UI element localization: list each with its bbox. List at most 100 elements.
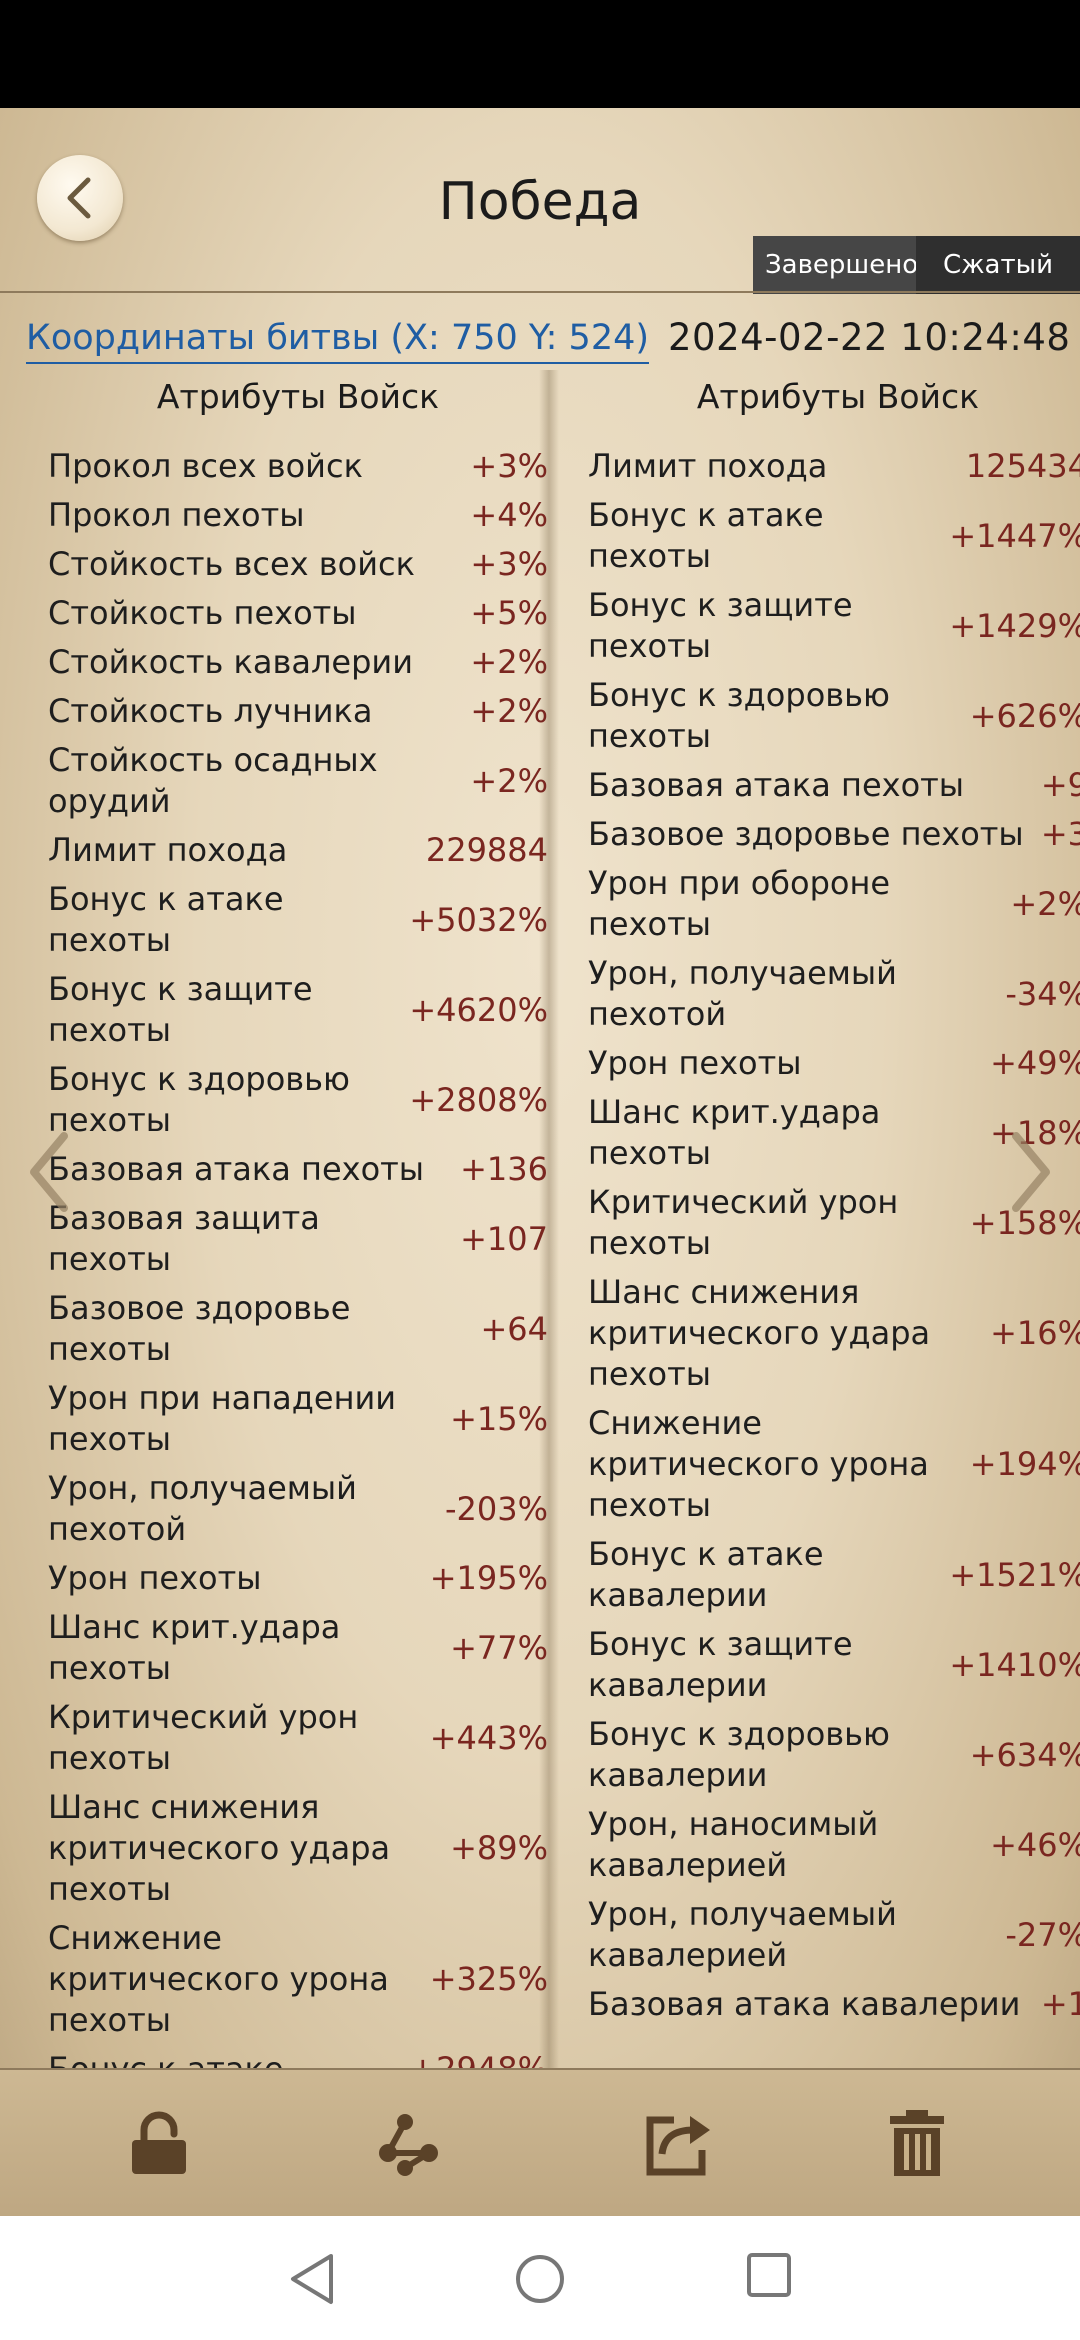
attribute-value: +9 (1040, 766, 1080, 804)
attribute-value: +89% (450, 1829, 548, 1867)
attribute-value: +3% (470, 447, 548, 485)
attribute-label: Стойкость кавалерии (48, 643, 413, 681)
attribute-value: +2808% (409, 1080, 548, 1119)
export-icon[interactable] (644, 2108, 714, 2178)
attribute-label: Урон при нападении пехоты (48, 1379, 397, 1458)
attribute-label: Урон, получаемый кавалерией (588, 1895, 897, 1974)
attribute-value: +1447% (949, 516, 1080, 555)
attribute-label: Урон, наносимый кавалерией (588, 1805, 879, 1884)
attribute-row: Стойкость кавалерии +2% (48, 642, 548, 683)
attribute-label: Базовое здоровье пехоты (48, 1289, 351, 1368)
attribute-value: +2% (470, 692, 548, 730)
back-button[interactable] (37, 155, 123, 241)
attribute-row: Бонус к здоровью кавалерии +634% (588, 1714, 1080, 1796)
attribute-label: Стойкость пехоты (48, 594, 357, 632)
attribute-label: Прокол пехоты (48, 496, 305, 534)
attribute-value: +1521% (949, 1555, 1080, 1594)
system-navigation-bar (0, 2216, 1080, 2340)
lock-icon[interactable] (124, 2108, 194, 2178)
attribute-row: Шанс крит.удара пехоты +18% (588, 1092, 1080, 1174)
arrow-left-icon[interactable] (26, 1130, 72, 1214)
attribute-label: Шанс снижения критического удара пехоты (48, 1788, 391, 1908)
attribute-row: Урон при обороне пехоты +2% (588, 863, 1080, 945)
attribute-value: +15% (450, 1399, 548, 1438)
trash-icon[interactable] (882, 2108, 952, 2178)
tab-completed[interactable]: Завершено (753, 236, 918, 294)
attribute-value: +325% (429, 1960, 548, 1998)
defender-attributes-column: Атрибуты Войск Лимит похода 125434 Бонус к… (588, 370, 1080, 2170)
attribute-row: Урон, получаемый пехотой -203% (48, 1468, 548, 1550)
battle-coordinates-link[interactable]: Координаты битвы (X: 750 Y: 524) (26, 316, 650, 364)
attribute-row: Бонус к защите пехоты +4620% (48, 969, 548, 1051)
attribute-value: +46% (990, 1825, 1080, 1864)
status-bar (0, 0, 1080, 108)
attribute-label: Бонус к атаке кавалерии (588, 1535, 824, 1614)
attribute-value: +107 (460, 1219, 548, 1258)
attribute-label: Шанс снижения критического удара пехоты (588, 1273, 931, 1393)
attribute-value: +194% (969, 1445, 1080, 1483)
attribute-row: Базовая атака пехоты +136 (48, 1149, 548, 1190)
column-divider (539, 370, 559, 2170)
attribute-row: Базовая атака кавалерии +1 (588, 1984, 1080, 2025)
attribute-label: Базовая атака пехоты (48, 1150, 425, 1188)
attribute-value: +5032% (409, 900, 548, 939)
attribute-label: Лимит похода (588, 447, 828, 485)
attribute-row: Прокол пехоты +4% (48, 495, 548, 536)
attribute-row: Критический урон пехоты +158% (588, 1182, 1080, 1264)
attribute-value: +2% (470, 761, 548, 800)
attribute-value: -203% (444, 1489, 548, 1528)
attribute-row: Стойкость всех войск +3% (48, 544, 548, 585)
attribute-label: Базовая защита пехоты (48, 1199, 320, 1278)
attribute-label: Бонус к защите пехоты (48, 970, 313, 1049)
nav-recent-icon[interactable] (746, 2252, 792, 2298)
attribute-label: Лимит похода (48, 831, 288, 869)
attacker-attributes-column: Атрибуты Войск Прокол всех войск +3% Проко… (48, 370, 548, 2170)
attribute-value: 125434 (965, 447, 1080, 485)
attribute-row: Базовая атака пехоты +9 (588, 765, 1080, 806)
nav-home-icon[interactable] (513, 2252, 567, 2306)
attribute-row: Снижение критического урона пехоты +325% (48, 1918, 548, 2041)
attribute-row: Стойкость пехоты +5% (48, 593, 548, 634)
attribute-label: Критический урон пехоты (48, 1698, 359, 1777)
arrow-right-icon[interactable] (1008, 1130, 1054, 1214)
attribute-row: Прокол всех войск +3% (48, 446, 548, 487)
attribute-value: +1 (1040, 1985, 1080, 2023)
attribute-row: Урон пехоты +195% (48, 1558, 548, 1599)
tab-compact[interactable]: Сжатый (916, 236, 1080, 294)
attribute-label: Базовое здоровье пехоты (588, 815, 1024, 853)
attribute-row: Бонус к атаке кавалерии +1521% (588, 1534, 1080, 1616)
defender-attributes-list: Лимит похода 125434 Бонус к атаке пехоты +1… (588, 446, 1080, 2025)
attribute-label: Базовая атака кавалерии (588, 1985, 1021, 2023)
attribute-value: +1410% (949, 1645, 1080, 1684)
attribute-label: Бонус к атаке пехоты (48, 880, 284, 959)
nav-back-icon[interactable] (287, 2252, 337, 2306)
attribute-value: +77% (450, 1628, 548, 1667)
attribute-label: Бонус к здоровью кавалерии (588, 1715, 890, 1794)
attribute-label: Бонус к защите кавалерии (588, 1625, 853, 1704)
attribute-row: Урон, получаемый пехотой -34% (588, 953, 1080, 1035)
attribute-value: +4% (470, 496, 548, 534)
attribute-label: Урон, получаемый пехотой (588, 954, 897, 1033)
attribute-row: Шанс крит.удара пехоты +77% (48, 1607, 548, 1689)
attribute-label: Стойкость осадных орудий (48, 741, 378, 820)
view-tabs: Завершено Сжатый (753, 236, 1080, 294)
share-icon[interactable] (374, 2108, 444, 2178)
chevron-left-icon (67, 177, 91, 219)
attribute-value: +626% (969, 696, 1080, 735)
attribute-value: +136 (460, 1150, 548, 1188)
attribute-label: Бонус к защите пехоты (588, 586, 853, 665)
attribute-value: -34% (1005, 974, 1080, 1013)
attribute-row: Лимит похода 229884 (48, 830, 548, 871)
attribute-value: +195% (429, 1559, 548, 1597)
attribute-value: +634% (969, 1735, 1080, 1774)
attribute-value: +16% (990, 1314, 1080, 1352)
attribute-row: Бонус к атаке пехоты +5032% (48, 879, 548, 961)
attribute-row: Лимит похода 125434 (588, 446, 1080, 487)
battle-datetime: 2024-02-22 10:24:48 (668, 316, 1071, 359)
attribute-label: Урон при обороне пехоты (588, 864, 891, 943)
attribute-label: Урон пехоты (588, 1044, 802, 1082)
page-title: Победа (438, 172, 642, 232)
attribute-row: Базовая защита пехоты +107 (48, 1198, 548, 1280)
attribute-value: +443% (429, 1718, 548, 1757)
attacker-column-title: Атрибуты Войск (156, 377, 440, 416)
